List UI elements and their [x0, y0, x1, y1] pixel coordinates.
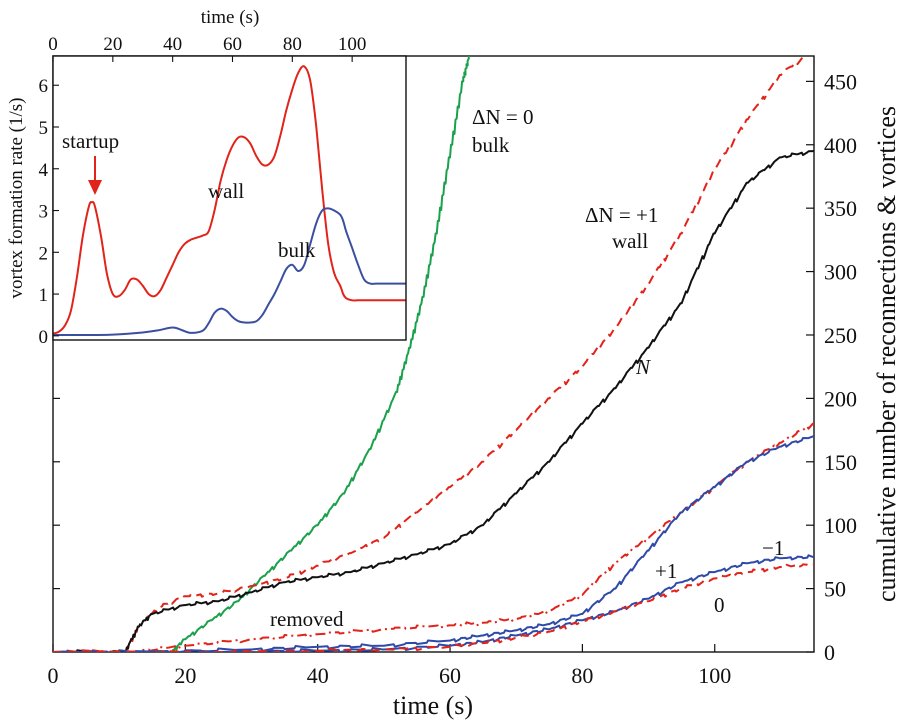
inset-y-axis: 0 1 2 3 4 5 6 [39, 76, 59, 348]
inset-annotation-startup: startup [62, 129, 119, 153]
main-y-tick-label: 400 [824, 133, 857, 158]
main-series-line [53, 150, 814, 652]
inset-x-tick-label: 0 [48, 34, 58, 55]
inset-series-group [53, 65, 406, 337]
main-y-tick-label: 300 [824, 260, 857, 285]
inset-annotation-wall: wall [208, 179, 244, 203]
main-x-tick-label: 40 [307, 663, 329, 688]
main-series-line [53, 554, 814, 652]
main-x-axis: 0 20 40 60 80 100 [48, 644, 731, 688]
inset-y-tick-label: 6 [39, 76, 49, 97]
main-y-axis-title: cumulative number of reconnections & vor… [872, 106, 901, 602]
main-y-tick-label: 250 [824, 323, 857, 348]
annotation-wall1-line2: wall [612, 229, 648, 253]
annotation-minus1: −1 [762, 536, 784, 560]
main-series-line [53, 422, 814, 652]
annotation-removed: removed [270, 607, 344, 631]
main-x-tick-label: 100 [698, 663, 731, 688]
inset-y-tick-label: 0 [39, 327, 49, 348]
main-y-tick-label: 100 [824, 513, 857, 538]
main-series-line [53, 563, 814, 652]
annotation-n: N [635, 355, 651, 379]
main-y-tick-label: 350 [824, 196, 857, 221]
inset-plot-frame [52, 55, 407, 341]
main-series-group [53, 56, 814, 652]
inset-y-tick-label: 2 [39, 243, 49, 264]
main-y-tick-label: 50 [824, 577, 846, 602]
inset-x-tick-label: 20 [103, 34, 122, 55]
main-y-tick-label: 0 [824, 640, 835, 665]
inset-series-line [53, 65, 406, 335]
main-x-tick-label: 60 [439, 663, 461, 688]
main-right-y-axis: 0 50 100 150 200 250 300 350 400 450 [53, 69, 857, 665]
inset-y-tick-label: 5 [39, 118, 49, 139]
inset-x-tick-label: 60 [223, 34, 242, 55]
inset-x-tick-label: 80 [283, 34, 302, 55]
main-series-line [53, 56, 806, 652]
main-y-tick-label: 450 [824, 69, 857, 94]
inset-annotation-bulk: bulk [278, 238, 316, 262]
annotation-zero: 0 [714, 593, 725, 617]
inset-y-tick-label: 1 [39, 285, 49, 306]
main-y-tick-label: 200 [824, 386, 857, 411]
startup-arrow-head [88, 180, 102, 195]
main-series-line [53, 435, 814, 652]
main-x-tick-label: 20 [174, 663, 196, 688]
inset-x-axis-title: time (s) [201, 7, 260, 28]
annotation-bulk0-line2: bulk [472, 133, 510, 157]
main-plot-frame [52, 55, 815, 653]
inset-y-axis-title: vortex formation rate (1/s) [6, 97, 27, 298]
main-x-axis-title: time (s) [393, 691, 473, 720]
inset-y-tick-label: 3 [39, 202, 49, 223]
inset-x-tick-label: 40 [163, 34, 182, 55]
main-x-tick-label: 0 [48, 663, 59, 688]
annotation-bulk0-line1: ΔN = 0 [472, 105, 534, 129]
main-x-tick-label: 80 [571, 663, 593, 688]
inset-series-line [53, 207, 406, 337]
annotation-plus1: +1 [655, 559, 677, 583]
inset-x-tick-label: 100 [338, 34, 367, 55]
main-y-tick-label: 150 [824, 450, 857, 475]
annotation-wall1-line1: ΔN = +1 [585, 203, 658, 227]
inset-y-tick-label: 4 [39, 160, 49, 181]
main-series-line [53, 56, 470, 652]
inset-x-axis: 0 20 40 60 80 100 [48, 34, 366, 62]
